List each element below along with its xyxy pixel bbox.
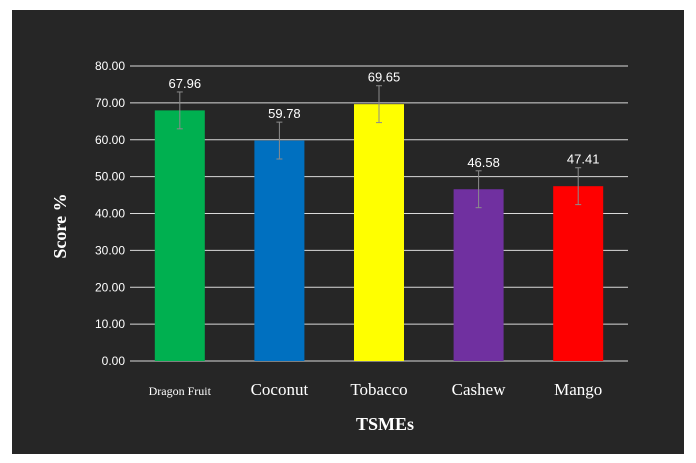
bar-2 (354, 104, 404, 362)
bars (154, 104, 604, 362)
y-tick-label-6: 60.00 (95, 133, 125, 147)
y-axis-title: Score % (50, 193, 70, 258)
data-labels: 67.96 59.78 69.65 46.58 47.41 (169, 70, 600, 170)
error-bar-0 (176, 91, 183, 130)
x-axis-categories: Dragon Fruit Coconut Tobacco Cashew Mango (149, 380, 603, 399)
x-category-label-1: Coconut (251, 380, 309, 399)
bar-1 (254, 140, 305, 361)
data-label-3: 46.58 (467, 155, 500, 170)
bar-3 (453, 189, 504, 361)
y-axis-ticks: 0.00 10.00 20.00 30.00 40.00 50.00 60.00 70.00 8… (95, 59, 125, 368)
x-category-label-0: Dragon Fruit (149, 384, 212, 398)
bar-4 (553, 186, 604, 361)
x-category-label-3: Cashew (452, 380, 507, 399)
y-tick-label-7: 70.00 (95, 96, 125, 110)
y-tick-label-3: 30.00 (95, 243, 125, 257)
error-bar-4 (575, 167, 582, 206)
error-bar-2 (376, 85, 382, 124)
y-tick-label-8: 80.00 (95, 59, 125, 73)
x-axis-title: TSMEs (356, 414, 414, 434)
bar-0 (154, 110, 205, 362)
error-bar-3 (475, 170, 482, 209)
y-tick-label-4: 40.00 (95, 207, 125, 221)
x-category-label-4: Mango (554, 380, 602, 399)
y-tick-label-5: 50.00 (95, 170, 125, 184)
x-category-label-2: Tobacco (350, 380, 407, 399)
data-label-4: 47.41 (567, 152, 600, 167)
y-tick-label-2: 20.00 (95, 280, 125, 294)
error-bars (176, 85, 582, 209)
chart-frame: 0.00 10.00 20.00 30.00 40.00 50.00 60.00 70.00 8… (12, 10, 684, 454)
y-tick-label-0: 0.00 (102, 354, 126, 368)
data-label-1: 59.78 (268, 106, 301, 121)
data-label-2: 69.65 (368, 70, 401, 85)
y-tick-label-1: 10.00 (95, 317, 125, 331)
bar-chart: 0.00 10.00 20.00 30.00 40.00 50.00 60.00 70.00 8… (50, 59, 628, 434)
error-bar-1 (276, 121, 283, 160)
data-label-0: 67.96 (169, 76, 202, 91)
